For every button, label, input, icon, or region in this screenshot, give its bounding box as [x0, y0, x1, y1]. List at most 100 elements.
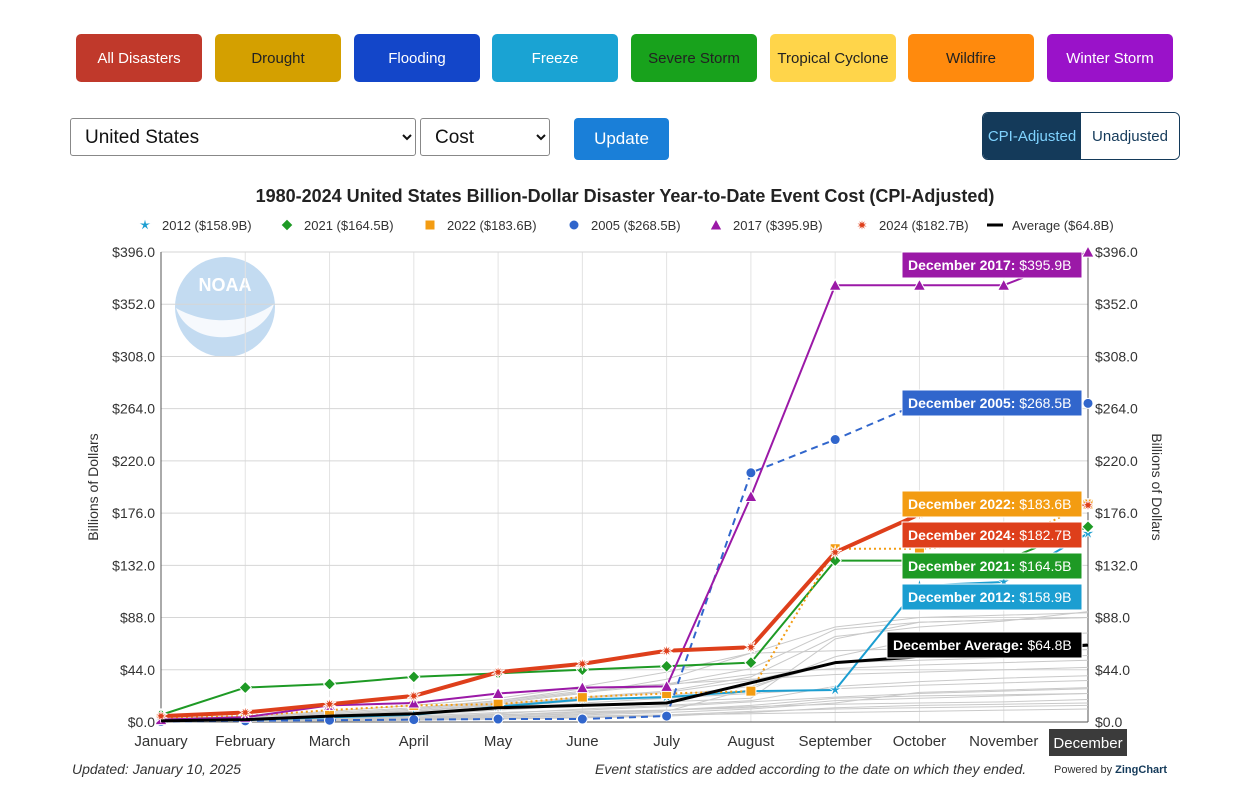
data-point [154, 709, 168, 724]
annotation-2024: December 2024: $182.7B [901, 521, 1083, 549]
data-point [1081, 520, 1095, 534]
data-point [829, 434, 841, 446]
data-point [828, 545, 842, 560]
x-tick-label: December [1053, 735, 1122, 752]
filter-severe-storm-button[interactable]: Severe Storm [631, 34, 757, 82]
metric-select[interactable]: Cost [420, 118, 550, 156]
legend-label: 2005 ($268.5B) [591, 218, 681, 233]
filter-wildfire-button[interactable]: Wildfire [908, 34, 1034, 82]
powered-prefix: Powered by [1054, 764, 1113, 776]
x-tick-label: September [798, 733, 871, 750]
x-tick-label: August [728, 733, 776, 750]
data-point [492, 713, 504, 725]
data-point [575, 680, 590, 694]
y-tick-label-left: $264.0 [112, 401, 155, 417]
annotation-prefix: December 2012: [908, 589, 1019, 605]
data-point [745, 467, 757, 479]
noaa-logo: NOAA [175, 257, 275, 357]
legend-label: 2021 ($164.5B) [304, 218, 394, 233]
data-point [745, 685, 757, 697]
data-point [659, 643, 674, 658]
annotation-value: $64.8B [1027, 637, 1071, 653]
powered-by[interactable]: Powered by ZingChart [1054, 764, 1167, 776]
data-point [280, 218, 294, 232]
x-tick-label: July [653, 733, 680, 750]
annotation-2012: December 2012: $158.9B [901, 583, 1083, 611]
annotation-value: $182.7B [1019, 527, 1071, 543]
data-point [661, 710, 673, 722]
annotation-text: December 2017: $395.9B [908, 257, 1071, 273]
annotation-prefix: December 2005: [908, 395, 1019, 411]
y-tick-label-left: $308.0 [112, 348, 155, 364]
annotation-text: December Average: $64.8B [893, 637, 1072, 653]
legend-label: 2017 ($395.9B) [733, 218, 823, 233]
data-point [576, 691, 588, 703]
filter-freeze-button[interactable]: Freeze [492, 34, 618, 82]
noaa-logo-text: NOAA [199, 275, 252, 295]
annotation-box [886, 631, 1083, 659]
update-button[interactable]: Update [574, 118, 669, 160]
x-tick-label: January [134, 733, 188, 750]
legend-label: 2012 ($158.9B) [162, 218, 252, 233]
data-point [407, 670, 421, 684]
annotation-value: $268.5B [1019, 395, 1071, 411]
updated-note: Updated: January 10, 2025 [72, 761, 241, 777]
data-point [709, 217, 723, 231]
filter-tropical-cyclone-button[interactable]: Tropical Cyclone [770, 34, 896, 82]
data-point [659, 679, 674, 692]
data-point [912, 278, 927, 291]
region-select[interactable]: United States [70, 118, 416, 156]
y-tick-label-right: $264.0 [1095, 401, 1138, 417]
data-point [996, 278, 1011, 291]
annotation-box [901, 389, 1083, 417]
data-point [568, 219, 580, 231]
data-point [322, 677, 337, 691]
data-point [322, 697, 337, 712]
y-tick-label-right: $132.0 [1095, 557, 1138, 573]
chart-title: 1980-2024 United States Billion-Dollar D… [255, 186, 995, 206]
data-point [575, 656, 590, 671]
annotation-average: December Average: $64.8B [886, 631, 1083, 659]
filter-drought-button[interactable]: Drought [215, 34, 341, 82]
annotation-box [901, 521, 1083, 549]
data-point [576, 713, 588, 725]
background-year-line [160, 675, 1089, 722]
data-point [238, 680, 252, 695]
y-tick-label-right: $0.0 [1095, 714, 1122, 730]
data-point [138, 217, 152, 232]
annotation-box [901, 251, 1083, 279]
y-tick-label-right: $44.0 [1095, 662, 1130, 678]
data-point [1081, 245, 1095, 258]
background-year-line [160, 704, 1089, 723]
annotation-text: December 2024: $182.7B [908, 527, 1071, 543]
y-tick-label-left: $176.0 [112, 505, 155, 521]
y-tick-label-left: $396.0 [112, 244, 155, 260]
filter-all-disasters-button[interactable]: All Disasters [76, 34, 202, 82]
y-tick-label-left: $220.0 [112, 453, 155, 469]
filter-flooding-button[interactable]: Flooding [354, 34, 480, 82]
legend-label: 2022 ($183.6B) [447, 218, 537, 233]
legend-label: Average ($64.8B) [1012, 218, 1114, 233]
y-axis-title-right: Billions of Dollars [1149, 433, 1165, 540]
zingchart-brand: ZingChart [1115, 764, 1168, 776]
y-tick-label-right: $176.0 [1095, 505, 1138, 521]
data-point [491, 686, 505, 700]
annotation-2017: December 2017: $395.9B [901, 251, 1083, 279]
y-tick-label-left: $0.0 [128, 714, 155, 730]
annotation-text: December 2005: $268.5B [908, 395, 1071, 411]
annotation-value: $158.9B [1019, 589, 1071, 605]
data-point [1082, 397, 1094, 409]
annotation-text: December 2021: $164.5B [908, 558, 1071, 574]
cpi-adjusted-toggle[interactable]: CPI-Adjusted [983, 113, 1081, 159]
unadjusted-toggle[interactable]: Unadjusted [1081, 113, 1179, 159]
filter-winter-storm-button[interactable]: Winter Storm [1047, 34, 1173, 82]
x-tick-label: June [566, 733, 599, 750]
x-tick-label: April [399, 733, 429, 750]
annotation-prefix: December 2024: [908, 527, 1019, 543]
data-point [744, 489, 758, 502]
annotation-box [901, 552, 1083, 580]
annotation-box [901, 583, 1083, 611]
noaa-logo-gull [176, 304, 274, 338]
y-tick-label-left: $44.0 [120, 662, 155, 678]
